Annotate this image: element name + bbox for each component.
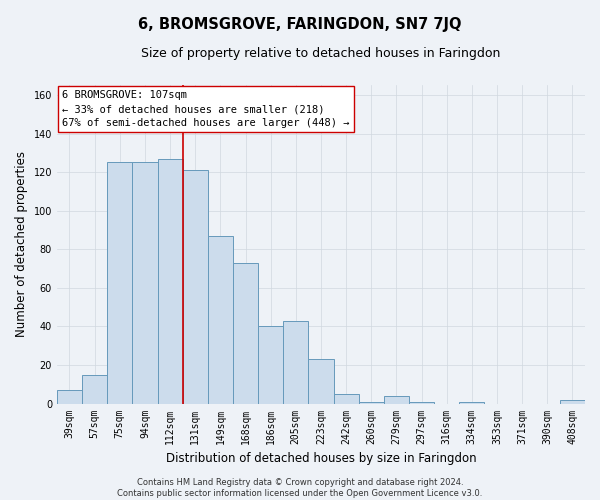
Bar bbox=[158, 158, 182, 404]
Bar bbox=[258, 326, 283, 404]
Bar bbox=[283, 320, 308, 404]
Bar bbox=[359, 402, 384, 404]
Bar bbox=[233, 262, 258, 404]
Bar bbox=[334, 394, 359, 404]
Bar bbox=[384, 396, 409, 404]
Text: 6 BROMSGROVE: 107sqm
← 33% of detached houses are smaller (218)
67% of semi-deta: 6 BROMSGROVE: 107sqm ← 33% of detached h… bbox=[62, 90, 350, 128]
Text: 6, BROMSGROVE, FARINGDON, SN7 7JQ: 6, BROMSGROVE, FARINGDON, SN7 7JQ bbox=[138, 18, 462, 32]
Bar bbox=[208, 236, 233, 404]
Y-axis label: Number of detached properties: Number of detached properties bbox=[15, 152, 28, 338]
Bar bbox=[308, 359, 334, 404]
Text: Contains HM Land Registry data © Crown copyright and database right 2024.
Contai: Contains HM Land Registry data © Crown c… bbox=[118, 478, 482, 498]
Bar bbox=[459, 402, 484, 404]
Bar bbox=[409, 402, 434, 404]
Bar bbox=[133, 162, 158, 404]
Bar bbox=[107, 162, 133, 404]
Bar bbox=[560, 400, 585, 404]
Title: Size of property relative to detached houses in Faringdon: Size of property relative to detached ho… bbox=[141, 48, 500, 60]
X-axis label: Distribution of detached houses by size in Faringdon: Distribution of detached houses by size … bbox=[166, 452, 476, 465]
Bar bbox=[57, 390, 82, 404]
Bar bbox=[182, 170, 208, 404]
Bar bbox=[82, 374, 107, 404]
